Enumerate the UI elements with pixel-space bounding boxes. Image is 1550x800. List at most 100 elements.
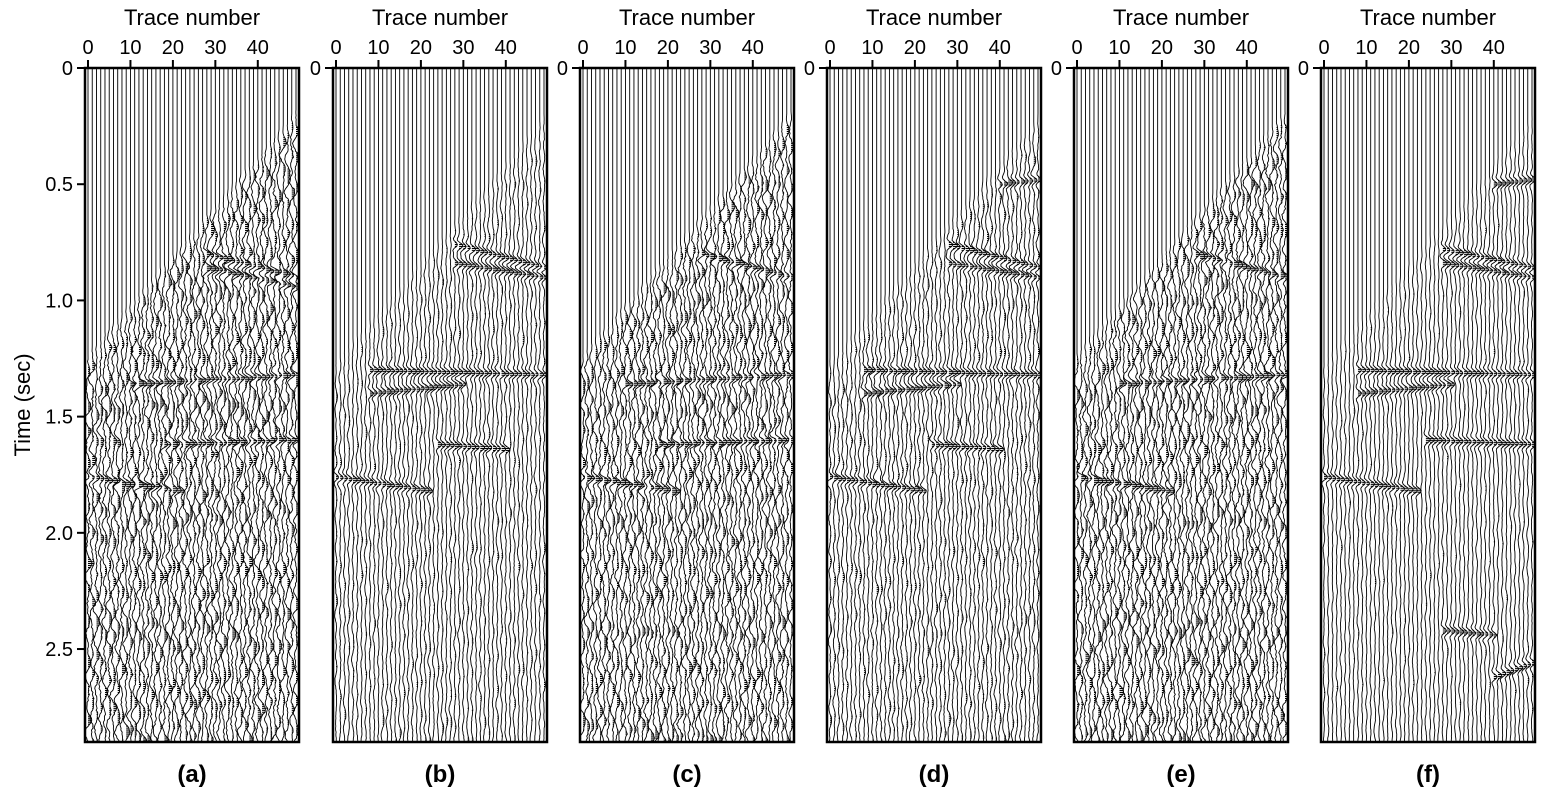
trace-wiggle — [940, 68, 950, 742]
trace-fill — [539, 188, 544, 668]
x-tick-label: 0 — [82, 37, 93, 59]
panel-label: (f) — [1416, 761, 1440, 788]
trace-wiggle — [270, 68, 280, 742]
trace-fill — [885, 368, 890, 713]
trace-fill — [1008, 178, 1013, 739]
trace-wiggle — [697, 68, 707, 742]
trace-fill — [1263, 146, 1269, 742]
x-tick-label: 30 — [946, 37, 968, 59]
trace-fill — [1447, 247, 1452, 656]
trace-fill — [1451, 249, 1456, 678]
trace-fill — [710, 218, 715, 742]
trace-fill — [752, 172, 758, 742]
trace-fill — [160, 297, 165, 729]
trace-fill — [497, 188, 502, 723]
trace-fill — [1225, 186, 1229, 742]
trace-wiggle — [714, 68, 724, 742]
trace-wiggle — [1276, 68, 1286, 742]
trace-wiggle — [899, 68, 907, 742]
trace-fill — [1476, 253, 1482, 638]
trace-fill — [206, 218, 212, 742]
x-tick-label: 40 — [1483, 37, 1505, 59]
trace-fill — [676, 271, 681, 742]
trace-wiggle — [1351, 68, 1358, 742]
x-tick-label: 0 — [1318, 37, 1329, 59]
x-tick-label: 40 — [742, 37, 764, 59]
trace-wiggle — [1507, 68, 1516, 742]
trace-fill — [718, 210, 724, 742]
trace-fill — [446, 247, 451, 725]
trace-fill — [211, 222, 216, 742]
traces — [827, 68, 1041, 742]
trace-wiggle — [1472, 68, 1482, 742]
trace-fill — [1077, 358, 1081, 742]
trace-fill — [1332, 396, 1336, 481]
trace-wiggle — [1477, 68, 1485, 742]
x-tick-label: 0 — [824, 37, 835, 59]
trace-wiggle — [1499, 68, 1508, 742]
trace-fill — [672, 291, 677, 739]
trace-fill — [1370, 327, 1375, 487]
trace-wiggle — [214, 68, 225, 742]
trace-wiggle — [1321, 68, 1328, 742]
panel-label: (c) — [672, 761, 701, 788]
panel-label: (a) — [177, 761, 206, 788]
trace-fill — [433, 259, 438, 678]
trace-fill — [1527, 176, 1532, 684]
trace-wiggle — [907, 68, 916, 742]
traces — [580, 68, 794, 742]
trace-fill — [740, 186, 745, 739]
trace-wiggle — [643, 68, 651, 742]
trace-fill — [859, 400, 864, 717]
trace-fill — [232, 212, 237, 742]
trace-wiggle — [958, 68, 967, 742]
trace-wiggle — [634, 68, 643, 742]
trace-fill — [391, 323, 396, 701]
y-tick-label: 0 — [62, 58, 73, 80]
trace-wiggle — [413, 68, 422, 742]
trace-fill — [838, 422, 843, 719]
trace-fill — [1191, 265, 1196, 731]
trace-fill — [399, 319, 404, 737]
trace-wiggle — [257, 68, 267, 742]
trace-fill — [1400, 337, 1405, 491]
trace-wiggle — [903, 68, 912, 742]
trace-wiggle — [430, 68, 439, 742]
y-tick-label: 2.5 — [45, 639, 73, 661]
trace-wiggle — [248, 68, 258, 742]
trace-wiggle — [446, 68, 456, 742]
trace-wiggle — [617, 68, 626, 742]
trace-fill — [1493, 182, 1498, 680]
x-tick-label: 20 — [904, 37, 926, 59]
trace-fill — [1016, 180, 1021, 723]
trace-fill — [471, 218, 477, 742]
y-tick-label: 0.5 — [45, 174, 73, 196]
trace-wiggle — [1170, 68, 1180, 742]
trace-wiggle — [1486, 68, 1494, 742]
trace-fill — [1132, 313, 1137, 735]
trace-fill — [164, 271, 169, 742]
trace-fill — [245, 192, 250, 729]
trace-wiggle — [1085, 68, 1094, 742]
trace-wiggle — [1191, 68, 1201, 742]
trace-fill — [249, 176, 254, 742]
trace-fill — [1336, 475, 1341, 690]
trace-fill — [1366, 366, 1371, 531]
trace-wiggle — [591, 68, 601, 742]
trace-fill — [591, 366, 595, 731]
trace-fill — [1012, 180, 1017, 727]
trace-wiggle — [1516, 68, 1524, 742]
trace-fill — [1357, 366, 1362, 636]
trace-wiggle — [1255, 68, 1265, 742]
trace-wiggle — [710, 68, 719, 742]
x-axis-title: Trace number — [1113, 5, 1249, 30]
trace-fill — [1442, 247, 1447, 634]
trace-fill — [961, 222, 966, 741]
trace-wiggle — [630, 68, 639, 742]
trace-wiggle — [371, 68, 379, 742]
y-tick-label: 2.0 — [45, 523, 73, 545]
trace-fill — [940, 261, 945, 733]
trace-fill — [459, 243, 464, 680]
trace-wiggle — [1157, 68, 1167, 742]
trace-wiggle — [1021, 68, 1030, 742]
